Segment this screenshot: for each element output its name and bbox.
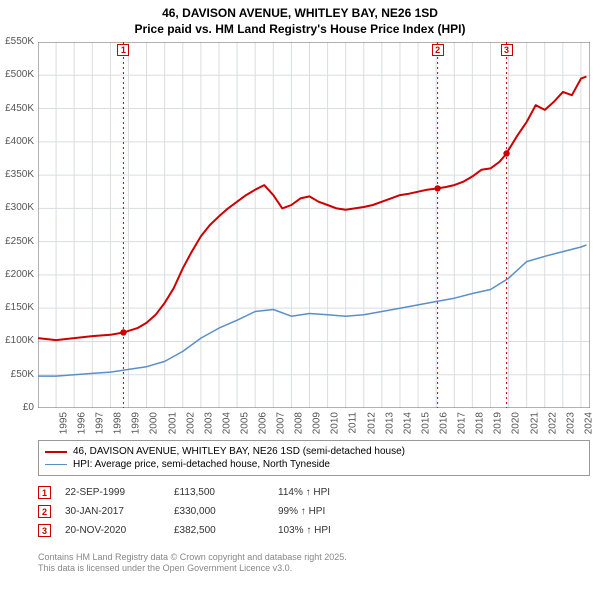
x-axis-label: 2012 xyxy=(366,412,377,434)
x-axis-label: 1999 xyxy=(131,412,142,434)
x-axis-label: 2022 xyxy=(547,412,558,434)
y-axis-label: £200K xyxy=(0,269,34,280)
y-axis-label: £450K xyxy=(0,103,34,114)
y-axis-label: £300K xyxy=(0,202,34,213)
legend-item-1: 46, DAVISON AVENUE, WHITLEY BAY, NE26 1S… xyxy=(45,445,583,458)
legend-label-1: 46, DAVISON AVENUE, WHITLEY BAY, NE26 1S… xyxy=(73,446,405,457)
x-axis-label: 2000 xyxy=(149,412,160,434)
event-hpi: 99% ↑ HPI xyxy=(278,506,373,517)
legend-swatch-1 xyxy=(45,451,67,453)
plot-svg xyxy=(38,42,590,408)
x-axis-label: 2006 xyxy=(257,412,268,434)
footer-line-1: Contains HM Land Registry data © Crown c… xyxy=(38,552,590,563)
event-hpi: 114% ↑ HPI xyxy=(278,487,373,498)
y-axis-label: £100K xyxy=(0,335,34,346)
x-axis-label: 2001 xyxy=(167,412,178,434)
sale-marker-1: 1 xyxy=(117,44,129,56)
y-axis-label: £350K xyxy=(0,169,34,180)
chart-area: £0£50K£100K£150K£200K£250K£300K£350K£400… xyxy=(38,42,590,408)
legend-item-2: HPI: Average price, semi-detached house,… xyxy=(45,458,583,471)
y-axis-label: £50K xyxy=(0,369,34,380)
event-row: 1 22-SEP-1999 £113,500 114% ↑ HPI xyxy=(38,483,590,502)
event-date: 20-NOV-2020 xyxy=(65,525,160,536)
y-axis-label: £500K xyxy=(0,69,34,80)
chart-title: 46, DAVISON AVENUE, WHITLEY BAY, NE26 1S… xyxy=(0,0,600,41)
x-axis-label: 1995 xyxy=(58,412,69,434)
footer: Contains HM Land Registry data © Crown c… xyxy=(38,552,590,575)
x-axis-label: 2002 xyxy=(185,412,196,434)
events-table: 1 22-SEP-1999 £113,500 114% ↑ HPI 2 30-J… xyxy=(38,483,590,540)
event-price: £330,000 xyxy=(174,506,264,517)
x-axis-label: 2008 xyxy=(294,412,305,434)
x-axis-label: 2021 xyxy=(529,412,540,434)
event-price: £382,500 xyxy=(174,525,264,536)
y-axis-label: £400K xyxy=(0,136,34,147)
sale-marker-2: 2 xyxy=(432,44,444,56)
legend: 46, DAVISON AVENUE, WHITLEY BAY, NE26 1S… xyxy=(38,440,590,476)
y-axis-label: £150K xyxy=(0,302,34,313)
x-axis-label: 2018 xyxy=(475,412,486,434)
event-index: 2 xyxy=(38,505,51,518)
title-line-1: 46, DAVISON AVENUE, WHITLEY BAY, NE26 1S… xyxy=(0,6,600,22)
x-axis-label: 2005 xyxy=(239,412,250,434)
event-index: 1 xyxy=(38,486,51,499)
x-axis-label: 1998 xyxy=(113,412,124,434)
x-axis-label: 2004 xyxy=(221,412,232,434)
x-axis-label: 2020 xyxy=(511,412,522,434)
x-axis-label: 2024 xyxy=(583,412,594,434)
x-axis-label: 1996 xyxy=(76,412,87,434)
x-axis-label: 2007 xyxy=(275,412,286,434)
sale-marker-3: 3 xyxy=(501,44,513,56)
x-axis-label: 2014 xyxy=(402,412,413,434)
x-axis-label: 2010 xyxy=(330,412,341,434)
x-axis-label: 2019 xyxy=(493,412,504,434)
x-axis-label: 2023 xyxy=(565,412,576,434)
y-axis-label: £0 xyxy=(0,402,34,413)
event-row: 3 20-NOV-2020 £382,500 103% ↑ HPI xyxy=(38,521,590,540)
x-axis-label: 2011 xyxy=(347,412,358,434)
title-line-2: Price paid vs. HM Land Registry's House … xyxy=(0,22,600,38)
x-axis-label: 2015 xyxy=(420,412,431,434)
y-axis-label: £250K xyxy=(0,236,34,247)
y-axis-label: £550K xyxy=(0,36,34,47)
event-index: 3 xyxy=(38,524,51,537)
footer-line-2: This data is licensed under the Open Gov… xyxy=(38,563,590,574)
x-axis-label: 2003 xyxy=(203,412,214,434)
x-axis-label: 2009 xyxy=(312,412,323,434)
x-axis-label: 2016 xyxy=(438,412,449,434)
x-axis-label: 2013 xyxy=(384,412,395,434)
event-price: £113,500 xyxy=(174,487,264,498)
event-date: 30-JAN-2017 xyxy=(65,506,160,517)
legend-label-2: HPI: Average price, semi-detached house,… xyxy=(73,459,330,470)
event-date: 22-SEP-1999 xyxy=(65,487,160,498)
legend-swatch-2 xyxy=(45,464,67,465)
event-row: 2 30-JAN-2017 £330,000 99% ↑ HPI xyxy=(38,502,590,521)
event-hpi: 103% ↑ HPI xyxy=(278,525,373,536)
x-axis-label: 2017 xyxy=(456,412,467,434)
x-axis-label: 1997 xyxy=(94,412,105,434)
